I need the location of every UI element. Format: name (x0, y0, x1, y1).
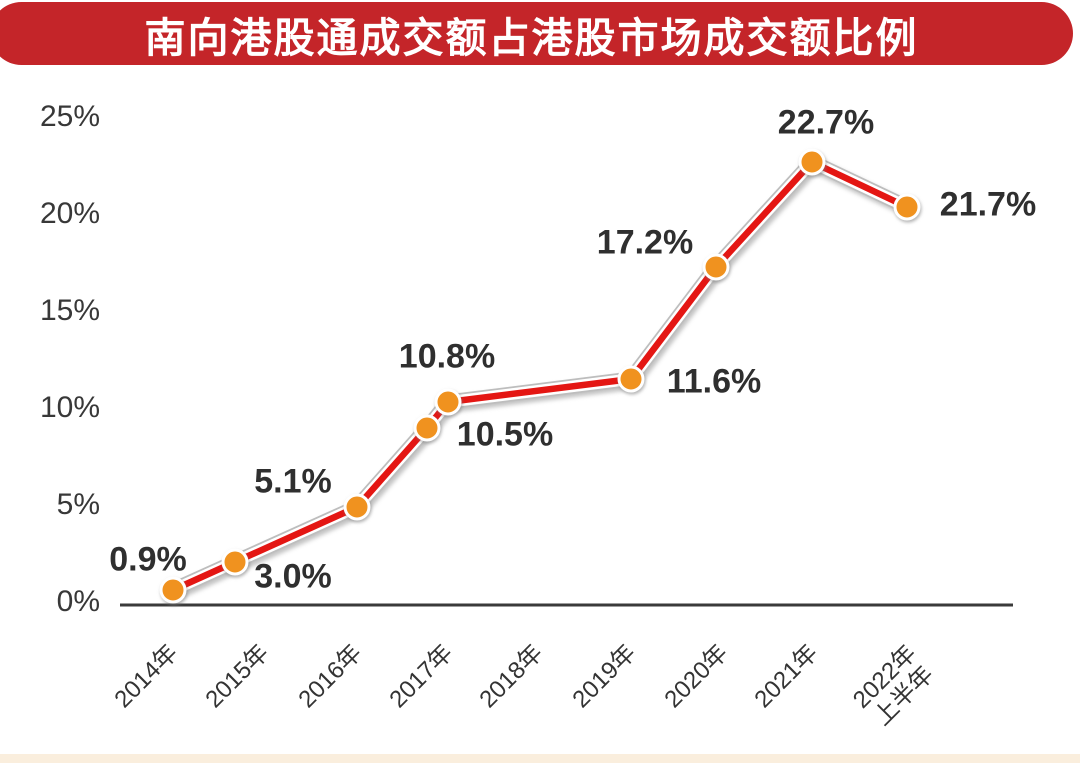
data-value-label: 3.0% (254, 557, 332, 596)
data-point (702, 253, 730, 281)
data-point (617, 365, 645, 393)
title-banner: 南向港股通成交额占港股市场成交额比例 (0, 2, 1073, 65)
data-value-label: 17.2% (596, 223, 694, 262)
data-value-label: 0.9% (109, 540, 187, 579)
data-value-label: 10.8% (398, 337, 496, 376)
data-point (159, 576, 187, 604)
data-point (413, 414, 441, 442)
data-point (434, 388, 462, 416)
data-value-label: 11.6% (666, 362, 762, 401)
y-tick-label: 0% (56, 585, 100, 618)
data-point (343, 493, 371, 521)
y-tick-label: 15% (39, 294, 100, 327)
data-value-label: 5.1% (254, 462, 332, 501)
data-value-label: 22.7% (777, 103, 875, 142)
data-point (221, 548, 249, 576)
y-tick-label: 10% (39, 391, 100, 424)
y-tick-label: 20% (39, 197, 100, 230)
data-value-label: 21.7% (939, 185, 1037, 224)
y-tick-label: 5% (56, 488, 100, 521)
data-point (798, 148, 826, 176)
data-point (893, 193, 921, 221)
bottom-accent-strip (0, 754, 1080, 763)
y-tick-label: 25% (39, 100, 100, 133)
data-points (159, 148, 921, 604)
data-value-label: 10.5% (456, 415, 554, 454)
chart-title: 南向港股通成交额占港股市场成交额比例 (144, 14, 919, 61)
